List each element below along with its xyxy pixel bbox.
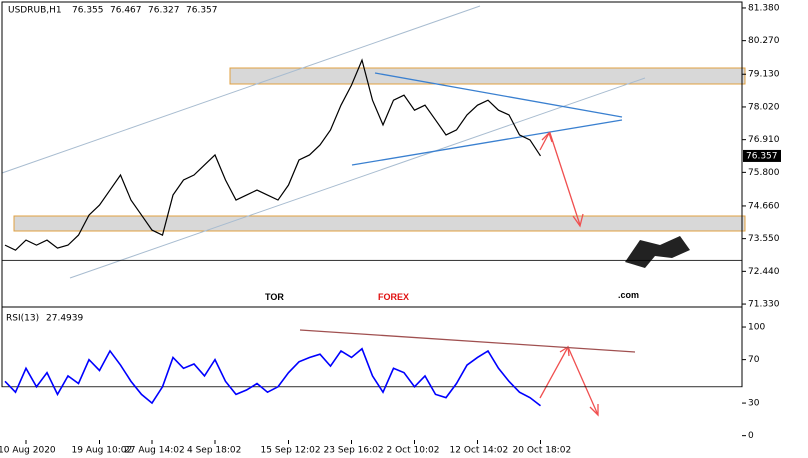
x-tick-label: 19 Aug 10:02 — [72, 446, 133, 456]
logo-part: TOR — [265, 292, 284, 302]
price-tag — [743, 149, 781, 162]
y-tick-label: 75.800 — [748, 168, 780, 178]
y-tick-label: 71.330 — [748, 300, 780, 310]
support-zone — [13, 215, 746, 232]
rsi-value: 27.4939 — [46, 314, 83, 324]
y-tick-label: 0 — [748, 431, 754, 441]
rsi-line — [4, 347, 541, 407]
y-tick-label: 79.130 — [748, 70, 780, 80]
channel-line — [69, 77, 646, 279]
rsi-trend-line — [299, 329, 636, 353]
rsi-label: RSI(13) — [6, 314, 39, 324]
y-tick-label: 100 — [748, 323, 765, 333]
x-tick-label: 15 Sep 12:02 — [261, 446, 321, 456]
resistance-zone — [229, 67, 746, 85]
y-tick-label: 80.270 — [748, 36, 780, 46]
x-tick-label: 27 Aug 14:02 — [124, 446, 185, 456]
logo-part: .com — [618, 290, 639, 300]
forecast-arrow — [539, 131, 584, 228]
price-tag-label: 76.357 — [746, 151, 778, 161]
x-tick-label: 12 Oct 14:02 — [450, 446, 509, 456]
x-tick-label: 23 Sep 16:02 — [324, 446, 384, 456]
triangle-line — [374, 72, 623, 118]
y-tick-label: 76.910 — [748, 135, 780, 145]
y-tick-label: 78.020 — [748, 102, 780, 112]
ohlc-value: 76.467 — [110, 6, 142, 16]
ohlc-value: 76.357 — [186, 6, 218, 16]
x-tick-label: 4 Sep 18:02 — [187, 446, 241, 456]
y-tick-label: 74.660 — [748, 201, 780, 211]
y-tick-label: 73.550 — [748, 234, 780, 244]
logo-part: FOREX — [378, 292, 409, 302]
symbol-label: USDRUB,H1 — [8, 6, 62, 16]
ohlc-value: 76.327 — [148, 6, 180, 16]
y-tick-label: 72.440 — [748, 267, 780, 277]
y-tick-label: 70 — [748, 355, 760, 365]
x-tick-label: 20 Oct 18:02 — [513, 446, 572, 456]
rsi-pane — [1, 259, 743, 388]
x-tick-label: 10 Aug 2020 — [0, 446, 56, 456]
y-tick-label: 30 — [748, 399, 760, 409]
price-pane — [1, 1, 743, 308]
triangle-line — [351, 119, 623, 166]
channel-line — [1, 5, 481, 174]
y-tick-label: 81.380 — [748, 3, 780, 13]
price-line — [4, 58, 542, 251]
ohlc-value: 76.355 — [72, 6, 104, 16]
x-tick-label: 2 Oct 10:02 — [387, 446, 440, 456]
